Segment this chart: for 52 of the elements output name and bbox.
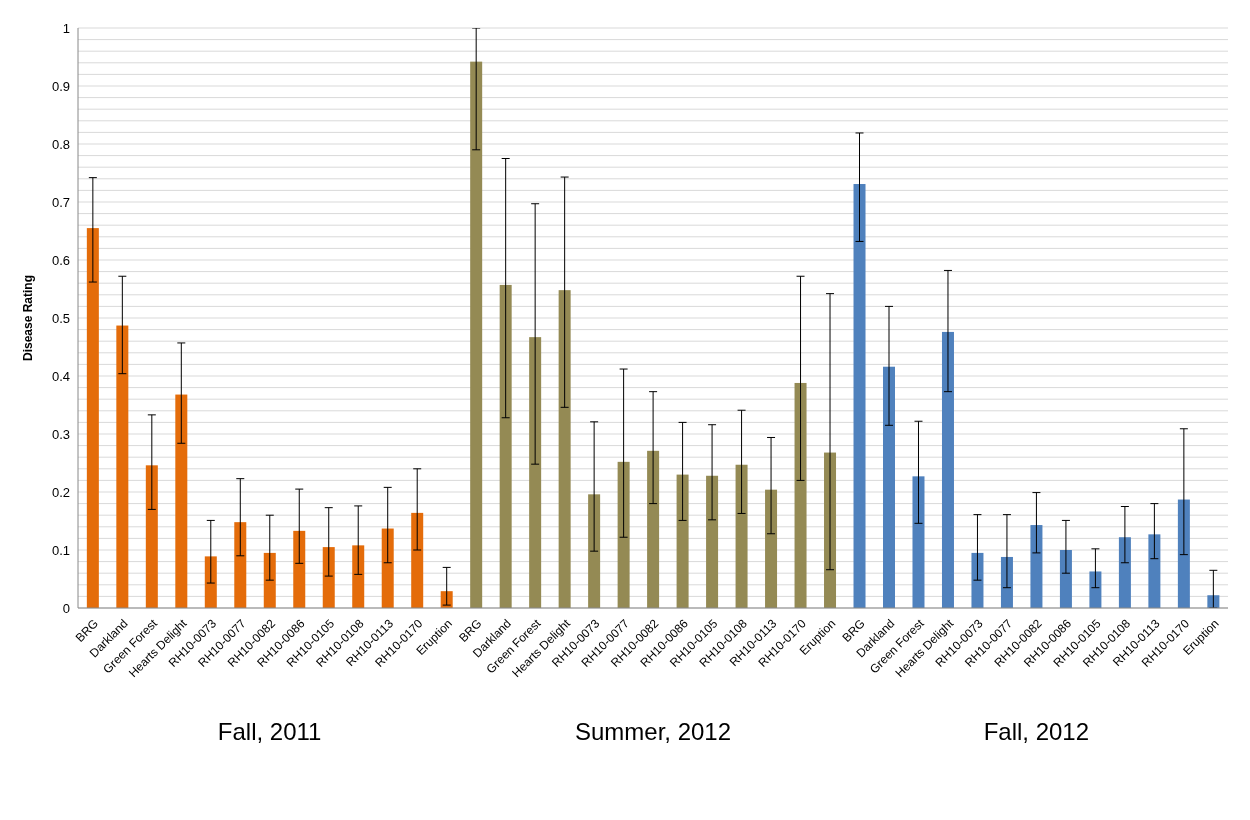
y-tick-label: 0 (62, 600, 70, 616)
y-tick-label: 0.6 (51, 252, 70, 268)
y-tick-label: 1 (62, 20, 70, 36)
y-tick-label: 0.1 (51, 542, 70, 558)
bar (941, 331, 954, 608)
bar (647, 450, 660, 608)
bar (883, 366, 895, 608)
text: Fall, 2012 (982, 718, 1091, 746)
y-tick-label: 0.9 (51, 78, 70, 94)
bar (145, 465, 158, 608)
bar (588, 494, 601, 608)
bar (499, 284, 512, 608)
bar (1148, 534, 1161, 608)
bar (234, 522, 247, 608)
y-tick-label: 0.7 (51, 194, 70, 210)
text: Fall, 2011 (216, 718, 323, 746)
bar (352, 545, 365, 608)
bar (735, 464, 748, 608)
bar (1118, 537, 1131, 608)
text: Summer, 2012 (573, 718, 733, 746)
bar (617, 461, 630, 608)
bar (912, 476, 925, 608)
bar (1207, 595, 1220, 608)
bar (293, 530, 306, 608)
bar (470, 61, 483, 608)
bar (765, 489, 778, 608)
bar (676, 474, 689, 608)
bar (529, 337, 542, 608)
bar (263, 552, 276, 608)
bar (971, 552, 984, 608)
bar (381, 528, 394, 608)
y-tick-label: 0.2 (51, 484, 70, 500)
bar (794, 382, 807, 608)
bar (1059, 550, 1072, 608)
y-tick-label: 0.3 (51, 426, 70, 442)
y-tick-label: 0.8 (51, 136, 70, 152)
bar (322, 547, 335, 608)
y-axis-title: Disease Rating (21, 274, 36, 362)
bar (1030, 525, 1043, 608)
bar (175, 394, 188, 608)
bar (86, 228, 99, 608)
bar (411, 512, 424, 608)
bar (558, 290, 571, 608)
bar (853, 184, 866, 608)
bar (116, 325, 129, 608)
bar (1089, 571, 1102, 608)
bar (1000, 556, 1013, 608)
bar (204, 556, 217, 608)
bar (1177, 499, 1190, 608)
y-tick-label: 0.4 (51, 368, 70, 384)
y-tick-label: 0.5 (51, 310, 70, 326)
bar (706, 475, 719, 608)
